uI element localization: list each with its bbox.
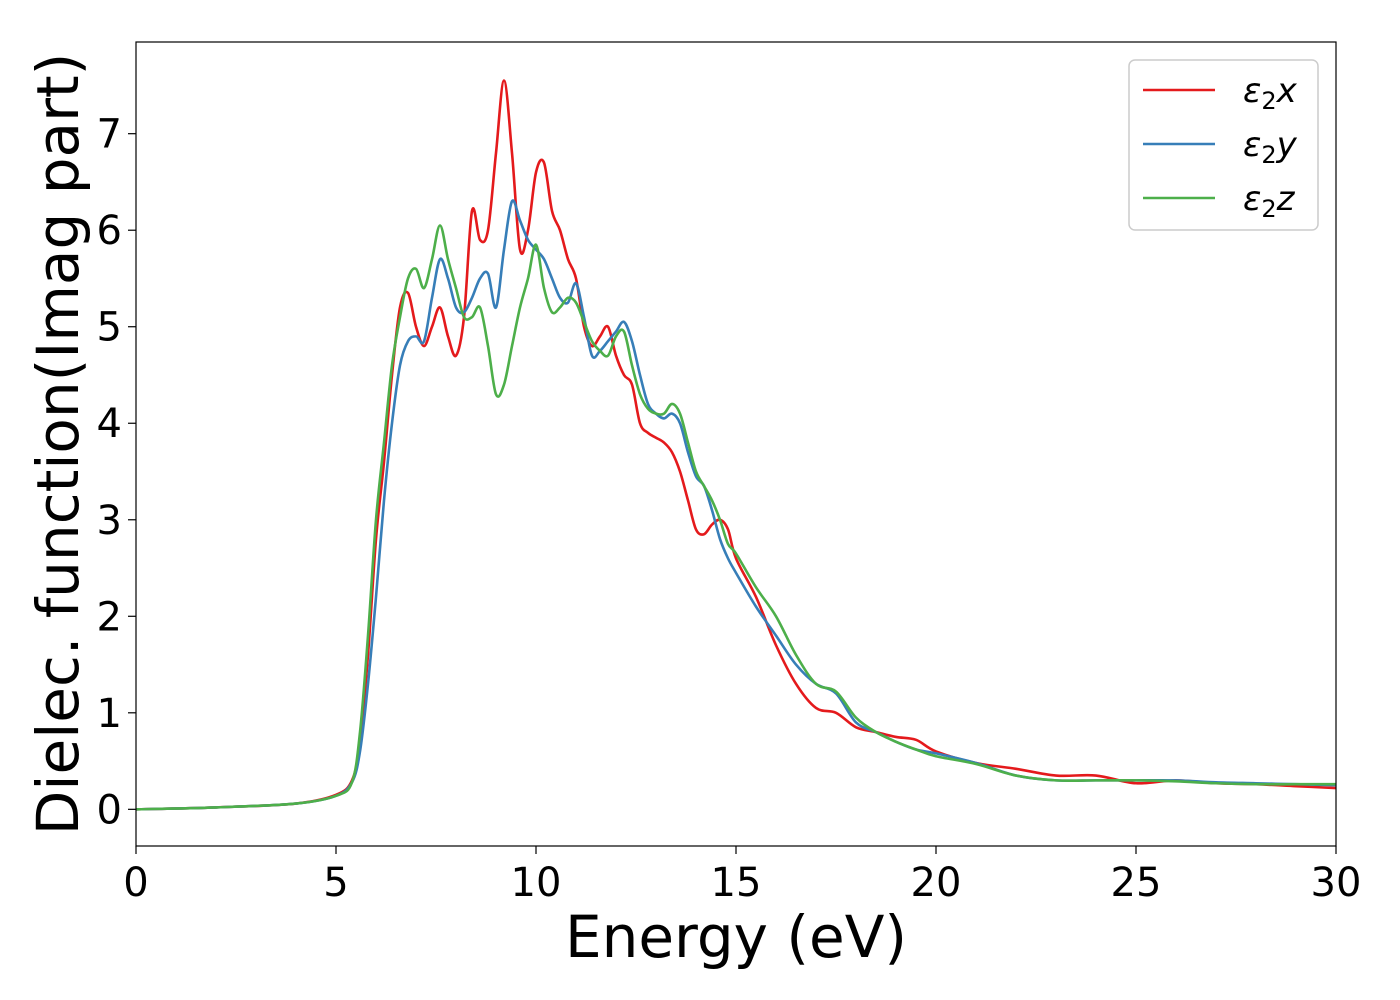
y-tick-label: 0 (97, 787, 122, 833)
legend-label-y: ε2y (1243, 125, 1298, 169)
x-tick-label: 5 (323, 860, 348, 906)
y-axis: 0 1 2 3 4 5 6 7 (97, 112, 136, 833)
x-tick-label: 10 (511, 860, 562, 906)
x-axis: 0 5 10 15 20 25 30 (123, 846, 1361, 906)
x-tick-label: 25 (1111, 860, 1162, 906)
y-tick-label: 3 (97, 498, 122, 544)
x-tick-label: 15 (711, 860, 762, 906)
x-tick-label: 20 (911, 860, 962, 906)
legend-box (1128, 59, 1319, 231)
y-tick-label: 7 (97, 112, 122, 158)
y-tick-label: 5 (97, 305, 122, 351)
y-tick-label: 6 (97, 208, 122, 254)
legend-label-x: ε2x (1243, 71, 1298, 115)
series-layer (136, 79, 1336, 811)
y-tick-label: 4 (97, 401, 122, 447)
y-tick-label: 2 (97, 594, 122, 640)
y-axis-title: Dielec. function(Imag part) (24, 53, 92, 836)
series-line-x (136, 79, 1336, 811)
series-line-z (136, 224, 1336, 811)
x-axis-title: Energy (eV) (565, 903, 907, 971)
x-tick-label: 0 (123, 860, 148, 906)
legend-label-z: ε2z (1243, 179, 1296, 223)
x-tick-label: 30 (1311, 860, 1362, 906)
y-tick-label: 1 (97, 691, 122, 737)
legend: ε2x ε2y ε2z (1128, 59, 1319, 231)
